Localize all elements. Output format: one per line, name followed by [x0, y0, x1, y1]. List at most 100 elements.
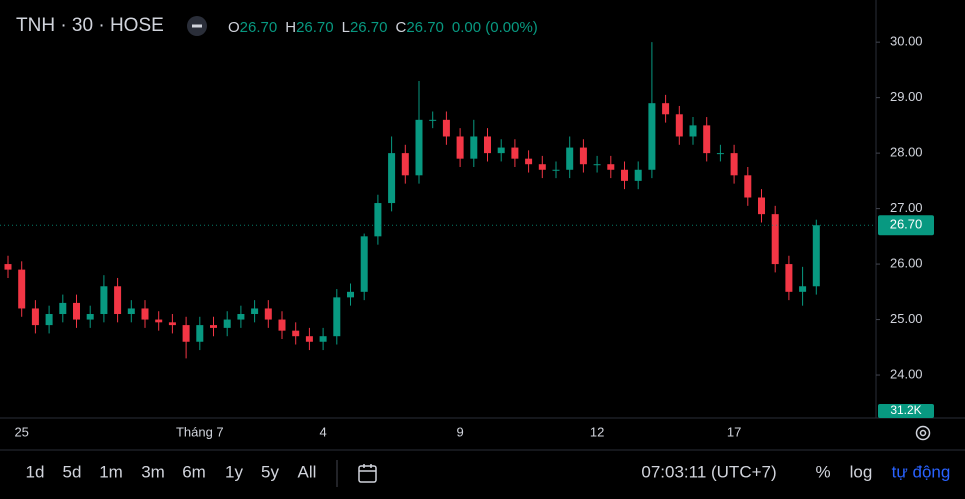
candle-body — [538, 164, 546, 170]
candle-body — [45, 314, 53, 326]
range-button[interactable]: 6m — [182, 462, 206, 481]
ohlc-key: O — [228, 19, 240, 36]
ohlc-value: 26.70 — [240, 19, 278, 36]
candle-body — [456, 136, 464, 159]
x-tick-label: Tháng 7 — [176, 424, 224, 439]
candle-body — [730, 153, 738, 176]
candle-body — [73, 302, 80, 320]
collapse-icon — [192, 24, 202, 28]
candle-body — [771, 214, 779, 265]
range-button[interactable]: 5y — [261, 462, 279, 481]
y-tick-label: 24.00 — [890, 366, 923, 381]
candle-body — [360, 236, 368, 292]
candle-body — [552, 169, 560, 171]
candle-body — [114, 286, 122, 315]
candle-body — [196, 325, 204, 342]
candle-body — [662, 103, 670, 115]
candle-body — [744, 175, 752, 198]
clock: 07:03:11 (UTC+7) — [641, 462, 776, 481]
candle-body — [593, 164, 601, 166]
candle-body — [607, 164, 615, 170]
y-tick-label: 26.00 — [890, 256, 923, 271]
candle-body — [333, 297, 341, 337]
candle-body — [210, 325, 217, 328]
percent-button[interactable]: % — [815, 462, 830, 481]
x-tick-label: 4 — [319, 424, 326, 439]
candle-body — [634, 169, 642, 181]
range-button[interactable]: 3m — [141, 462, 165, 481]
y-tick-label: 25.00 — [890, 311, 923, 326]
candle-body — [621, 169, 628, 181]
candle-body — [484, 136, 491, 154]
range-buttons: 1d 5d 1m 3m 6m 1y 5y All — [26, 462, 317, 481]
x-tick-label: 9 — [456, 424, 463, 439]
candle-body — [388, 153, 396, 204]
candle-body — [319, 336, 327, 342]
auto-button[interactable]: tự động — [892, 462, 951, 481]
symbol: TNH · 30 · HOSE — [16, 15, 164, 36]
candle-body — [374, 203, 382, 237]
ohlc: O26.70 H26.70 L26.70 C26.70 0.00 (0.00%) — [228, 19, 538, 36]
candle-body — [4, 264, 12, 270]
x-tick-label: 17 — [727, 424, 741, 439]
candle-body — [442, 119, 450, 137]
candle-body — [511, 147, 519, 159]
candle-body — [251, 308, 259, 315]
candle-body — [305, 336, 313, 342]
candle-body — [648, 103, 656, 170]
candle-body — [675, 114, 683, 137]
candle-body — [470, 136, 478, 159]
candle-body — [703, 125, 711, 154]
y-tick-label: 27.00 — [890, 200, 923, 215]
candle-body — [100, 286, 108, 315]
calendar-icon[interactable] — [358, 464, 377, 483]
candle-body — [278, 319, 286, 331]
change: 0.00 (0.00%) — [452, 19, 538, 36]
y-tick-label: 29.00 — [890, 89, 923, 104]
candle-body — [579, 147, 587, 165]
ohlc-key: L — [342, 19, 350, 36]
range-button[interactable]: All — [298, 462, 317, 481]
candle-body — [18, 269, 26, 309]
x-tick-label: 12 — [590, 424, 604, 439]
candle-body — [31, 308, 39, 326]
candle-body — [401, 153, 409, 176]
candle-body — [689, 125, 697, 137]
range-button[interactable]: 5d — [63, 462, 82, 481]
range-button[interactable]: 1m — [99, 462, 123, 481]
ohlc-key: H — [285, 19, 296, 36]
candle-body — [347, 291, 354, 298]
candle-body — [497, 147, 505, 154]
candle-body — [566, 147, 574, 170]
ohlc-key: C — [396, 19, 407, 36]
candle-body — [141, 308, 149, 320]
ohlc-value: 26.70 — [296, 19, 334, 36]
y-tick-label: 28.00 — [890, 145, 923, 160]
y-tick-label: 30.00 — [890, 34, 923, 49]
candle-body — [264, 308, 272, 320]
candle-body — [86, 314, 94, 320]
candle-body — [182, 325, 190, 342]
candle-body — [155, 319, 163, 323]
log-button[interactable]: log — [850, 462, 873, 481]
candle-body — [292, 330, 300, 337]
ohlc-values: O26.70 H26.70 L26.70 C26.70 0.00 (0.00%) — [228, 19, 538, 36]
candle-body — [429, 119, 437, 121]
candle-body — [415, 119, 423, 176]
plot — [0, 42, 876, 359]
range-button[interactable]: 1d — [26, 462, 45, 481]
candle-body — [168, 322, 176, 326]
candle-body — [59, 302, 67, 315]
candle-body — [127, 308, 135, 315]
last-price-badge-bg — [878, 215, 934, 236]
last-price-badge: 26.70 — [890, 217, 923, 232]
candle-body — [223, 319, 231, 328]
candle-body — [812, 225, 820, 287]
range-button[interactable]: 1y — [225, 462, 243, 481]
ohlc-value: 26.70 — [350, 19, 388, 36]
candle-body — [758, 197, 765, 215]
candle-body — [799, 286, 807, 292]
settings-icon[interactable] — [915, 425, 931, 441]
